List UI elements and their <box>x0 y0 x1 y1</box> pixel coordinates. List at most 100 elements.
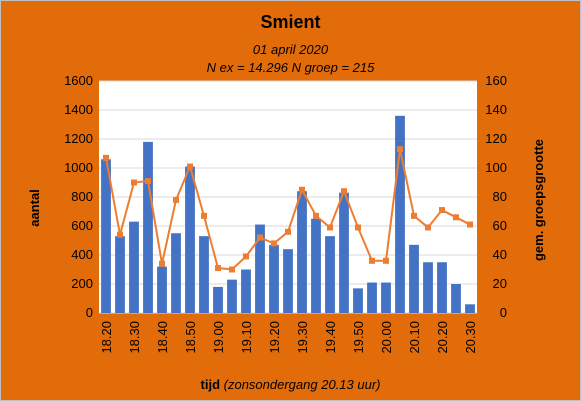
line-point <box>285 228 291 235</box>
x-tick-label: 19.00 <box>211 321 226 354</box>
line-point <box>439 207 445 214</box>
bar <box>227 279 237 313</box>
x-tick-label: 19.50 <box>351 321 366 354</box>
chart-title: Smient <box>260 12 321 32</box>
x-tick-label: 20.20 <box>435 321 450 354</box>
y-tick-label: 200 <box>71 276 93 291</box>
x-tick-label: 19.20 <box>267 321 282 354</box>
bar <box>255 224 265 313</box>
bar <box>325 236 335 313</box>
line-point <box>355 224 361 231</box>
bar-series <box>101 115 475 313</box>
bar <box>171 233 181 313</box>
y2-tick-label: 100 <box>485 160 507 175</box>
x-axis-ticks: 18.20 18.30 18.40 18.50 19.00 19.10 19.20 19.30… <box>99 321 478 354</box>
y2-tick-label: 0 <box>500 305 507 320</box>
y-axis-right-ticks: 0 20 40 60 80 100 120 140 160 <box>485 73 507 320</box>
y2-tick-label: 40 <box>493 247 507 262</box>
x-tick-label: 19.30 <box>295 321 310 354</box>
x-tick-label: 20.30 <box>463 321 478 354</box>
bar <box>437 262 447 313</box>
bar <box>157 266 167 313</box>
line-point <box>425 224 431 231</box>
bar <box>241 269 251 313</box>
line-point <box>103 154 109 161</box>
line-point <box>173 196 179 203</box>
line-point <box>271 240 277 247</box>
line-point <box>117 231 123 238</box>
line-point <box>467 221 473 228</box>
line-point <box>187 163 193 170</box>
y-axis-left-label: aantal <box>27 189 42 227</box>
bar <box>297 191 307 313</box>
bar <box>115 236 125 313</box>
bar <box>101 159 111 313</box>
y-tick-label: 1000 <box>64 160 93 175</box>
x-tick-label: 18.20 <box>99 321 114 354</box>
line-point <box>369 257 375 264</box>
line-point <box>341 188 347 195</box>
y-tick-label: 800 <box>71 189 93 204</box>
bar <box>213 286 223 313</box>
x-tick-label: 18.40 <box>155 321 170 354</box>
y-tick-label: 600 <box>71 218 93 233</box>
chart-subtitle-counts: N ex = 14.296 N groep = 215 <box>206 60 375 75</box>
line-point <box>243 253 249 260</box>
line-point <box>229 266 235 273</box>
line-point <box>397 146 403 153</box>
y2-tick-label: 60 <box>493 218 507 233</box>
x-tick-label: 19.10 <box>239 321 254 354</box>
bar <box>353 288 363 313</box>
x-axis-label-bold: tijd <box>200 377 221 392</box>
bar <box>367 282 377 313</box>
y-tick-label: 1200 <box>64 131 93 146</box>
line-point <box>215 265 221 272</box>
bar <box>129 221 139 313</box>
line-point <box>453 214 459 221</box>
bar <box>395 115 405 313</box>
bar <box>185 166 195 313</box>
y2-tick-label: 120 <box>485 131 507 146</box>
line-point <box>201 212 207 219</box>
bar <box>423 262 433 313</box>
line-point <box>327 224 333 231</box>
line-point <box>299 186 305 193</box>
y-axis-right-label: gem. groepsgrootte <box>531 139 546 261</box>
x-tick-label: 20.00 <box>379 321 394 354</box>
bar <box>143 141 153 313</box>
x-axis-label: tijd (zonsondergang 20.13 uur) <box>0 377 581 392</box>
bar <box>269 244 279 313</box>
y2-tick-label: 140 <box>485 102 507 117</box>
bar <box>451 284 461 313</box>
line-point <box>257 234 263 241</box>
y2-tick-label: 160 <box>485 73 507 88</box>
bar <box>409 244 419 313</box>
y2-tick-label: 80 <box>493 189 507 204</box>
line-point <box>159 260 165 267</box>
y-tick-label: 1600 <box>64 73 93 88</box>
bar <box>283 249 293 313</box>
x-tick-label: 18.30 <box>127 321 142 354</box>
bar <box>381 282 391 313</box>
bar <box>199 236 209 313</box>
y-axis-left-ticks: 0 200 400 600 800 1000 1200 1400 1600 <box>64 73 93 320</box>
line-point <box>131 179 137 186</box>
line-series <box>103 146 473 273</box>
x-axis-label-italic: (zonsondergang 20.13 uur) <box>223 377 381 392</box>
line-point <box>313 212 319 219</box>
line-point <box>145 178 151 185</box>
y-tick-label: 0 <box>86 305 93 320</box>
line-point <box>383 257 389 264</box>
x-tick-label: 20.10 <box>407 321 422 354</box>
bar <box>311 218 321 313</box>
bar <box>339 192 349 313</box>
x-tick-label: 19.40 <box>323 321 338 354</box>
chart-subtitle-date: 01 april 2020 <box>252 42 329 57</box>
y-tick-label: 1400 <box>64 102 93 117</box>
line-point <box>411 212 417 219</box>
bar <box>465 304 475 313</box>
y2-tick-label: 20 <box>493 276 507 291</box>
x-tick-label: 18.50 <box>183 321 198 354</box>
y-tick-label: 400 <box>71 247 93 262</box>
